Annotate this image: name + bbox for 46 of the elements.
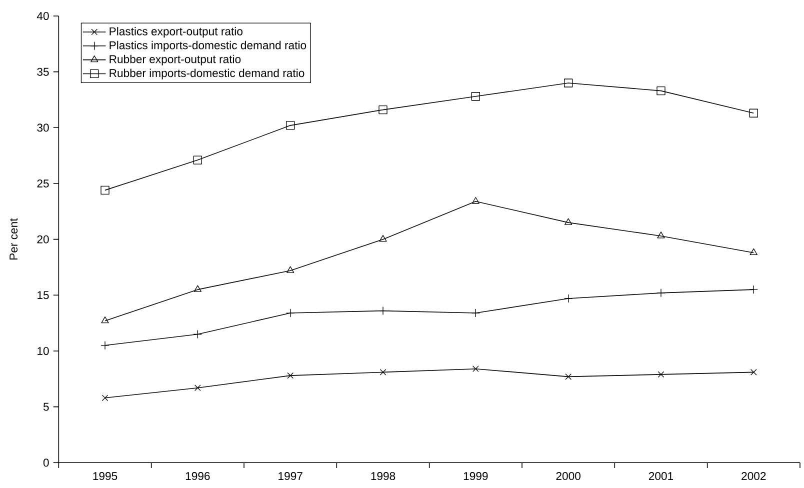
point — [100, 186, 110, 195]
point — [656, 86, 666, 96]
legend-label: Plastics export-output ratio — [110, 27, 242, 38]
y-tick-label: 10 — [38, 346, 49, 355]
legend-label: Rubber export-output ratio — [110, 54, 241, 66]
x-tick-label: 1999 — [464, 472, 488, 480]
y-tick-label: 30 — [37, 124, 49, 132]
x-tick-label: 1997 — [278, 472, 302, 480]
point — [657, 232, 665, 238]
point — [378, 105, 388, 114]
point — [750, 248, 758, 256]
point — [564, 218, 572, 225]
point — [286, 121, 295, 130]
x-tick-label: 2001 — [648, 472, 674, 480]
point — [565, 374, 572, 380]
point — [193, 156, 202, 164]
legend-label: Plastics imports-domestic demand ratio — [110, 40, 306, 52]
point — [379, 234, 387, 242]
y-tick-label: 20 — [37, 235, 49, 244]
y-tick-label: 25 — [37, 179, 49, 188]
point — [749, 108, 758, 118]
y-tick-label: 40 — [36, 12, 49, 20]
y-axis-title: Per cent — [10, 218, 18, 260]
point — [471, 92, 480, 101]
point — [472, 366, 479, 372]
y-tick-label: 0 — [43, 458, 49, 467]
y-tick-label: 15 — [38, 291, 49, 300]
point — [658, 371, 664, 378]
x-tick-label: 2000 — [556, 472, 580, 480]
point — [102, 394, 108, 402]
y-tick-label: 35 — [37, 68, 49, 76]
x-tick-label: 2002 — [742, 472, 766, 480]
point — [380, 369, 386, 376]
point — [194, 285, 202, 292]
legend-label: Rubber imports-domestic demand ratio — [110, 68, 304, 80]
point — [564, 78, 573, 88]
point — [286, 266, 294, 273]
y-tick-label: 5 — [43, 402, 49, 411]
x-tick-label: 1995 — [93, 472, 118, 480]
point — [287, 372, 294, 379]
point — [101, 316, 109, 324]
point — [194, 384, 201, 391]
x-tick-label: 1998 — [371, 472, 396, 480]
x-tick-label: 1996 — [186, 472, 210, 480]
point — [750, 369, 757, 376]
point — [472, 197, 480, 204]
